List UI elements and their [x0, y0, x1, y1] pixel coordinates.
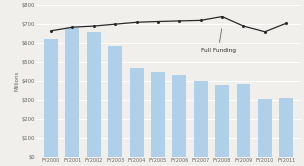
Bar — [130, 68, 143, 157]
Text: Full Funding: Full Funding — [201, 29, 236, 53]
Bar — [44, 39, 58, 157]
Bar — [258, 99, 272, 157]
Bar — [194, 81, 208, 157]
Bar — [65, 28, 79, 157]
Bar — [108, 46, 122, 157]
Bar — [237, 84, 250, 157]
Y-axis label: Millions: Millions — [15, 71, 20, 91]
Bar — [172, 76, 186, 157]
Bar — [151, 72, 165, 157]
Bar — [215, 85, 229, 157]
Bar — [279, 98, 293, 157]
Bar — [87, 32, 101, 157]
